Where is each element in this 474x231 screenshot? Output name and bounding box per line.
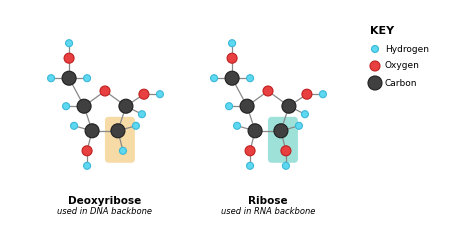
Circle shape: [228, 40, 236, 47]
Text: Carbon: Carbon: [385, 79, 418, 88]
Circle shape: [119, 147, 127, 154]
Circle shape: [82, 146, 92, 156]
Circle shape: [64, 53, 74, 63]
Circle shape: [282, 99, 296, 113]
Circle shape: [77, 99, 91, 113]
Circle shape: [301, 111, 309, 118]
Circle shape: [240, 99, 254, 113]
Circle shape: [210, 75, 218, 82]
Circle shape: [248, 124, 262, 138]
Text: Oxygen: Oxygen: [385, 61, 420, 70]
Circle shape: [111, 124, 125, 138]
Circle shape: [71, 122, 78, 129]
Circle shape: [246, 162, 254, 169]
Text: Ribose: Ribose: [248, 196, 288, 206]
Circle shape: [47, 75, 55, 82]
Circle shape: [368, 76, 382, 90]
Text: Hydrogen: Hydrogen: [385, 45, 429, 54]
Circle shape: [263, 86, 273, 96]
Circle shape: [370, 61, 380, 71]
Circle shape: [372, 46, 379, 52]
Circle shape: [83, 75, 91, 82]
Circle shape: [281, 146, 291, 156]
Circle shape: [83, 162, 91, 169]
Circle shape: [100, 86, 110, 96]
Circle shape: [65, 40, 73, 47]
Text: Deoxyribose: Deoxyribose: [68, 196, 142, 206]
FancyBboxPatch shape: [105, 117, 135, 163]
Circle shape: [63, 103, 70, 110]
Circle shape: [226, 103, 233, 110]
Circle shape: [246, 75, 254, 82]
Circle shape: [227, 53, 237, 63]
Circle shape: [156, 91, 164, 98]
Circle shape: [302, 89, 312, 99]
Circle shape: [225, 71, 239, 85]
Text: used in DNA backbone: used in DNA backbone: [57, 207, 153, 216]
Circle shape: [62, 71, 76, 85]
Circle shape: [85, 124, 99, 138]
Circle shape: [295, 122, 302, 129]
Circle shape: [234, 122, 241, 129]
Circle shape: [139, 89, 149, 99]
Circle shape: [119, 99, 133, 113]
Circle shape: [245, 146, 255, 156]
Text: KEY: KEY: [370, 26, 394, 36]
FancyBboxPatch shape: [268, 117, 298, 163]
Circle shape: [138, 111, 146, 118]
Circle shape: [132, 122, 139, 129]
Text: used in RNA backbone: used in RNA backbone: [221, 207, 315, 216]
Circle shape: [319, 91, 327, 98]
Circle shape: [283, 162, 290, 169]
Circle shape: [274, 124, 288, 138]
